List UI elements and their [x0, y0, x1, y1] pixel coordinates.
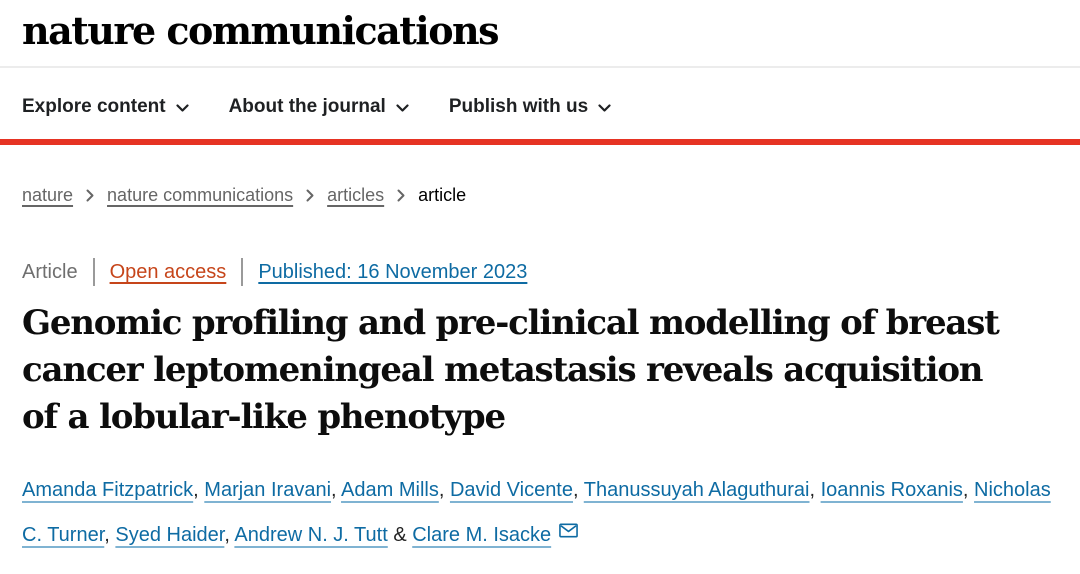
- site-header: nature communications Explore content Ab…: [0, 0, 1080, 145]
- nav-explore-content[interactable]: Explore content: [22, 96, 189, 118]
- author-link[interactable]: Ioannis Roxanis: [820, 479, 963, 501]
- nav-item-label: Explore content: [22, 96, 166, 117]
- author-link[interactable]: Syed Haider: [115, 524, 225, 546]
- author-list: Amanda Fitzpatrick, Marjan Iravani, Adam…: [22, 468, 1058, 558]
- chevron-right-icon: [86, 189, 94, 202]
- chevron-right-icon: [306, 189, 314, 202]
- header-divider: [0, 66, 1080, 68]
- journal-logo[interactable]: nature communications: [22, 8, 500, 53]
- author-link[interactable]: Thanussuyah Alaguthurai: [583, 479, 810, 501]
- article-title-line: Genomic profiling and pre-clinical model…: [22, 303, 1000, 343]
- author-link[interactable]: Andrew N. J. Tutt: [234, 524, 388, 546]
- chevron-down-icon: [598, 102, 611, 113]
- nav-about-the-journal[interactable]: About the journal: [229, 96, 409, 118]
- author-link[interactable]: Marjan Iravani: [204, 479, 332, 501]
- author-link[interactable]: Clare M. Isacke: [412, 524, 552, 546]
- author-link[interactable]: Adam Mills: [341, 479, 439, 501]
- chevron-down-icon: [396, 102, 409, 113]
- article-title-line: of a lobular-like phenotype: [22, 397, 506, 437]
- nav-item-label: Publish with us: [448, 96, 589, 117]
- author-link[interactable]: Amanda Fitzpatrick: [22, 479, 194, 501]
- chevron-right-icon: [397, 189, 405, 202]
- breadcrumb-articles[interactable]: articles: [327, 185, 385, 205]
- open-access-link[interactable]: Open access: [109, 261, 227, 283]
- brand-red-bar: [0, 139, 1080, 145]
- author-link[interactable]: Nicholas C. Turner: [22, 479, 1051, 546]
- nav-item-label: About the journal: [228, 96, 386, 117]
- breadcrumb-current: article: [418, 185, 467, 205]
- breadcrumb: nature nature communications articles ar…: [22, 183, 1058, 207]
- nav-publish-with-us[interactable]: Publish with us: [449, 96, 611, 118]
- chevron-down-icon: [175, 102, 189, 113]
- author-links: Amanda Fitzpatrick, Marjan Iravani, Adam…: [22, 479, 1051, 546]
- author-link[interactable]: David Vicente: [449, 479, 573, 501]
- breadcrumb-nature-communications[interactable]: nature communications: [107, 185, 294, 205]
- meta-divider: [92, 258, 95, 286]
- article-title-line: cancer leptomeningeal metastasis reveals…: [22, 350, 984, 390]
- article-title: Genomic profiling and pre-clinical model…: [22, 300, 1058, 441]
- article-meta: Article Open access Published: 16 Novemb…: [22, 258, 1058, 286]
- main-nav: Explore content About the journal Publis…: [0, 68, 1080, 119]
- content-type-label: Article: [22, 261, 78, 283]
- published-date-link[interactable]: Published: 16 November 2023: [258, 261, 528, 283]
- meta-divider: [241, 258, 244, 286]
- email-icon[interactable]: [559, 513, 579, 558]
- breadcrumb-nature[interactable]: nature: [22, 185, 74, 205]
- article-page: nature nature communications articles ar…: [0, 183, 1080, 558]
